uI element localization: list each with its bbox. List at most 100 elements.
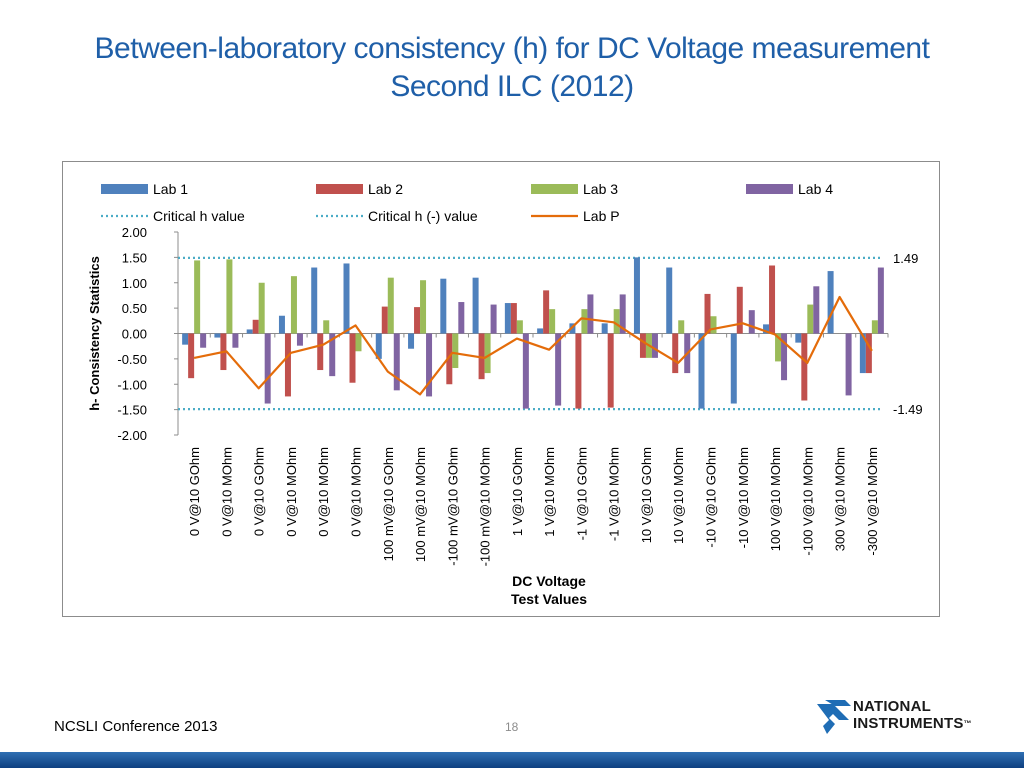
bar-lab-3: [516, 320, 523, 334]
x-category-label: 1 V@10 MOhm: [542, 447, 557, 537]
bar-lab-1: [278, 315, 285, 334]
logo-trademark: ™: [963, 719, 972, 728]
bar-lab-4: [522, 333, 529, 409]
chart-frame: 2.00 1.50 1.00 0.50 0.00 -0.50 -1.00 -1.50 -2.00…: [62, 161, 940, 617]
x-category-label: 10 V@10 MOhm: [671, 447, 686, 544]
bar-lab-3: [420, 280, 427, 334]
bar-lab-4: [393, 333, 400, 391]
bar-lab-4: [748, 310, 755, 334]
bar-lab-4: [200, 333, 207, 348]
bar-lab-1: [633, 257, 640, 334]
y-tick-label: -1.50: [117, 403, 147, 418]
x-category-label: -100 V@10 MOhm: [800, 447, 815, 556]
bar-lab-1: [730, 333, 737, 404]
legend-label: Lab 4: [798, 181, 833, 197]
bar-lab-1: [698, 333, 705, 409]
y-tick-label: -2.00: [117, 428, 147, 443]
bar-lab-2: [736, 286, 743, 334]
bar-lab-1: [311, 267, 318, 334]
x-category-label: 100 mV@10 GOhm: [381, 447, 396, 561]
bar-lab-1: [440, 278, 447, 334]
bar-lab-2: [414, 307, 421, 334]
logo-line1: NATIONAL: [853, 698, 931, 715]
y-tick-label: 0.50: [122, 301, 147, 316]
bar-lab-2: [381, 306, 388, 334]
bar-lab-2: [672, 333, 679, 374]
critical-h-label: 1.49: [893, 251, 918, 266]
bar-lab-4: [329, 333, 336, 377]
legend-label: Lab 2: [368, 181, 403, 197]
y-tick-label: 1.00: [122, 276, 147, 291]
x-category-label: 10 V@10 GOhm: [639, 447, 654, 543]
bar-lab-4: [490, 304, 497, 334]
x-axis-title-line2: Test Values: [511, 591, 587, 607]
x-category-label: 0 V@10 MOhm: [316, 447, 331, 537]
x-category-label: 0 V@10 GOhm: [252, 447, 267, 536]
x-category-label: 1 V@10 GOhm: [510, 447, 525, 536]
bar-lab-4: [619, 294, 626, 334]
legend-label: Lab 3: [583, 181, 618, 197]
bar-lab-3: [549, 309, 556, 334]
bar-lab-3: [194, 260, 201, 334]
legend-swatch-lab-2: [316, 184, 363, 194]
x-category-label: -100 mV@10 MOhm: [478, 447, 493, 566]
lab-p-line: [193, 295, 873, 396]
bar-lab-3: [452, 333, 459, 369]
bar-lab-4: [555, 333, 562, 406]
bar-lab-3: [387, 277, 394, 334]
x-category-label: 0 V@10 MOhm: [349, 447, 364, 537]
ni-eagle-icon: [817, 700, 851, 734]
bar-lab-2: [607, 333, 614, 408]
bar-lab-2: [575, 333, 582, 409]
x-category-label: 0 V@10 GOhm: [187, 447, 202, 536]
bar-lab-1: [763, 324, 770, 334]
legend-label: Lab 1: [153, 181, 188, 197]
x-category-label: -10 V@10 MOhm: [736, 447, 751, 548]
y-tick-label: -0.50: [117, 352, 147, 367]
bar-lab-4: [651, 333, 658, 358]
bar-lab-1: [375, 333, 382, 359]
x-category-label: 300 V@10 MOhm: [833, 447, 848, 551]
x-category-label: 100 mV@10 MOhm: [413, 447, 428, 562]
h-consistency-chart: 2.00 1.50 1.00 0.50 0.00 -0.50 -1.00 -1.50 -2.00…: [87, 181, 923, 607]
bar-lab-3: [258, 282, 265, 334]
bar-lab-1: [343, 263, 350, 334]
bar-lab-1: [537, 328, 544, 334]
bar-lab-1: [182, 333, 189, 345]
bar-lab-2: [543, 290, 550, 334]
slide-title-line2: Second ILC (2012): [390, 70, 634, 103]
bar-lab-3: [871, 320, 878, 334]
bar-lab-1: [246, 329, 253, 334]
legend-label: Critical h value: [153, 208, 245, 224]
y-tick-label: 1.50: [122, 250, 147, 265]
x-category-label: -100 mV@10 GOhm: [445, 447, 460, 566]
bar-lab-4: [813, 286, 820, 334]
bar-lab-2: [188, 333, 195, 379]
bar-lab-2: [446, 333, 453, 385]
legend-label: Critical h (-) value: [368, 208, 478, 224]
footer-text: NCSLI Conference 2013: [54, 718, 218, 735]
bar-lab-4: [458, 302, 465, 334]
x-category-label: 0 V@10 MOhm: [284, 447, 299, 537]
bar-lab-2: [769, 265, 776, 334]
bar-lab-2: [349, 333, 356, 383]
bar-lab-3: [226, 259, 233, 334]
legend-swatch-lab-3: [531, 184, 578, 194]
bar-lab-1: [408, 333, 415, 349]
bar-lab-4: [426, 333, 433, 397]
bar-lab-2: [252, 319, 259, 334]
y-tick-label: 2.00: [122, 225, 147, 240]
bar-lab-2: [639, 333, 646, 358]
y-axis-title: h- Consistency Statistics: [87, 256, 102, 411]
legend-swatch-lab-4: [746, 184, 793, 194]
bar-lab-4: [587, 294, 594, 334]
bar-lab-1: [504, 303, 511, 334]
bar-lab-4: [781, 333, 788, 381]
slide-title: Between-laboratory consistency (h) for D…: [0, 30, 1024, 106]
bar-lab-3: [323, 320, 330, 334]
bar-lab-4: [845, 333, 852, 396]
bar-lab-3: [290, 276, 297, 334]
bar-lab-4: [232, 333, 239, 348]
bar-lab-2: [704, 293, 711, 334]
bar-lab-1: [859, 333, 866, 374]
